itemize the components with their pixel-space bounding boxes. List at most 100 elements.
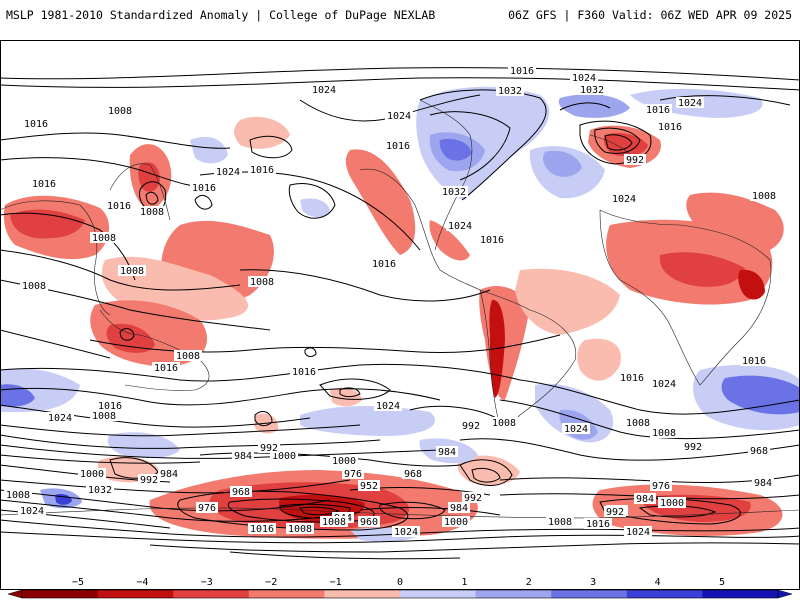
isobar-label: 1016 [248,523,276,535]
isobar-labels: 1016 1024 1032 1024 1032 1016 1024 1008 … [4,65,778,538]
svg-text:1016: 1016 [107,201,131,212]
colorbar-tick-label: 1 [461,577,467,588]
svg-text:1008: 1008 [108,106,132,117]
map-panel[interactable]: 1016 1024 1032 1024 1032 1016 1024 1008 … [0,40,800,590]
isobar-label: 1024 [310,84,338,96]
isobar-label: 1000 [330,455,358,467]
colorbar-tick-label: −2 [265,577,277,588]
svg-text:1008: 1008 [548,517,572,528]
svg-text:1016: 1016 [646,105,670,116]
svg-text:1008: 1008 [22,281,46,292]
svg-text:1016: 1016 [250,165,274,176]
svg-text:1024: 1024 [448,221,472,232]
svg-text:984: 984 [234,451,252,462]
svg-text:976: 976 [652,481,670,492]
colorbar-segment [475,590,552,598]
svg-text:1016: 1016 [250,524,274,535]
svg-text:1008: 1008 [120,266,144,277]
map-title: MSLP 1981-2010 Standardized Anomaly | Co… [6,8,436,22]
colorbar-outline [21,589,779,599]
isobar-label: 1016 [584,518,612,530]
isobar-label: 976 [650,480,672,492]
svg-text:952: 952 [360,481,378,492]
isobar-label: 992 [624,154,646,166]
isobar-label: 984 [752,477,774,489]
svg-text:1024: 1024 [312,85,336,96]
isobar-label: 1008 [106,105,134,117]
svg-text:1008: 1008 [752,191,776,202]
svg-text:1016: 1016 [154,363,178,374]
isobar-label: 1008 [286,523,314,535]
svg-text:992: 992 [626,155,644,166]
isobar-label: 1008 [624,417,652,429]
svg-text:1016: 1016 [620,373,644,384]
isobar-label: 1016 [508,65,536,77]
svg-text:992: 992 [606,507,624,518]
isobar-label: 1008 [90,232,118,244]
svg-text:992: 992 [140,475,158,486]
isobar-label: 1016 [152,362,180,374]
svg-text:984: 984 [450,503,468,514]
svg-text:1008: 1008 [652,428,676,439]
svg-text:984: 984 [160,469,178,480]
isobar-label: 968 [402,468,424,480]
isobar-label: 1008 [546,516,574,528]
isobar-label: 1024 [385,110,413,122]
isobar-label: 1016 [656,121,684,133]
isobar-label: 1008 [138,206,166,218]
isobar-label: 1024 [624,526,652,538]
colorbar: −5 −4 −3 −2 −1 0 1 2 3 4 5 [0,566,800,600]
svg-text:1008: 1008 [176,351,200,362]
svg-text:1000: 1000 [80,469,104,480]
anomaly-map[interactable]: 1016 1024 1032 1024 1032 1016 1024 1008 … [0,40,800,590]
isobar-label: 992 [462,492,484,504]
svg-text:1016: 1016 [742,356,766,367]
isobar-label: 1024 [214,166,242,178]
isobar-label: 984 [232,450,254,462]
svg-text:968: 968 [750,446,768,457]
colorbar-segment [248,590,325,598]
svg-text:1016: 1016 [586,519,610,530]
isobar-label: 1000 [270,450,298,462]
svg-text:1000: 1000 [272,451,296,462]
isobar-label: 1032 [578,84,606,96]
model-run-info: 06Z GFS | F360 Valid: 06Z WED APR 09 202… [508,8,792,22]
isobar-label: 1008 [750,190,778,202]
colorbar-tick-label: 3 [590,577,596,588]
isobar-label: 1008 [90,410,118,422]
svg-text:1024: 1024 [678,98,702,109]
colorbar-segment [551,590,628,598]
isobar-label: 1016 [30,178,58,190]
isobar-label: 1016 [618,372,646,384]
isobar-label: 1024 [392,526,420,538]
svg-text:968: 968 [232,487,250,498]
svg-text:1008: 1008 [140,207,164,218]
svg-text:1016: 1016 [372,259,396,270]
svg-text:984: 984 [636,494,654,505]
isobar-label: 1008 [174,350,202,362]
svg-text:1016: 1016 [658,122,682,133]
isobar-label: 1016 [478,234,506,246]
isobar-label: 1024 [676,97,704,109]
isobar-label: 952 [358,480,380,492]
colorbar-left-arrow [7,589,23,599]
isobar-label: 1008 [650,427,678,439]
svg-text:1024: 1024 [652,379,676,390]
svg-text:1008: 1008 [626,418,650,429]
isobar-label: 1016 [740,355,768,367]
colorbar-segment [22,590,99,598]
svg-text:1024: 1024 [376,401,400,412]
colorbar-segment [702,590,779,598]
colorbar-tick-label: −4 [136,577,148,588]
colorbar-ticks: −5 −4 −3 −2 −1 0 1 2 3 4 5 [72,577,725,588]
svg-text:992: 992 [462,421,480,432]
isobar-label: 1024 [570,72,598,84]
colorbar-segment [400,590,477,598]
isobar-label: 984 [158,468,180,480]
isobar-label: 1032 [496,85,524,97]
svg-text:1000: 1000 [660,498,684,509]
isobar-label: 1032 [86,484,114,496]
isobar-label: 992 [138,474,160,486]
svg-text:1024: 1024 [612,194,636,205]
isobar-label: 992 [682,441,704,453]
